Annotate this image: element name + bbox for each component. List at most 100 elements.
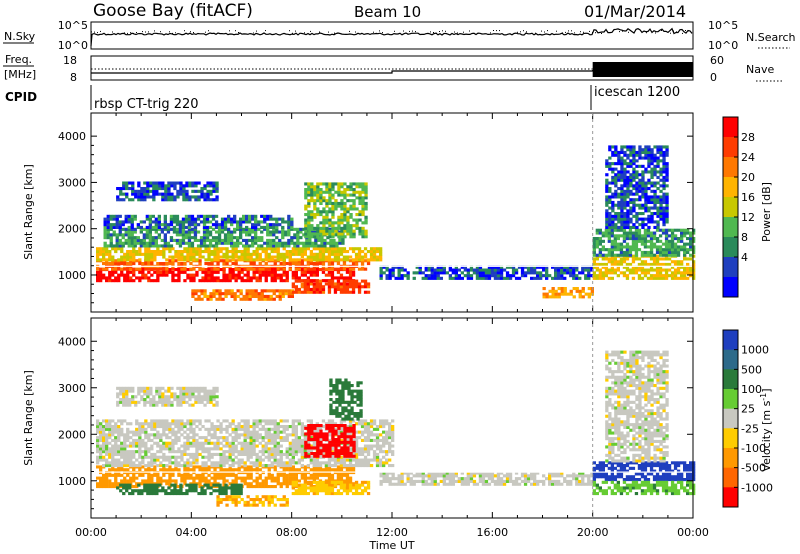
heatmap-cell (340, 193, 344, 197)
heatmap-cell (610, 234, 614, 238)
heatmap-cell (234, 473, 238, 477)
heatmap-cell (551, 287, 555, 291)
heatmap-cell (162, 452, 166, 456)
heatmap-cell (193, 227, 198, 231)
heatmap-cell (217, 236, 222, 240)
heatmap-cell (646, 250, 651, 254)
heatmap-cell (637, 257, 642, 261)
heatmap-cell (178, 220, 183, 224)
heatmap-cell (228, 425, 232, 429)
heatmap-cell (305, 238, 309, 242)
heatmap-cell (313, 232, 317, 236)
heatmap-cell (291, 262, 295, 266)
heatmap-cell (220, 238, 225, 242)
heatmap-cell (613, 245, 617, 249)
heatmap-cell (592, 276, 596, 280)
heatmap-cell (607, 253, 611, 257)
heatmap-cell (214, 241, 219, 245)
heatmap-cell (170, 483, 174, 487)
heatmap-cell (240, 479, 244, 483)
heatmap-cell (680, 237, 684, 241)
heatmap-cell (614, 148, 618, 152)
heatmap-cell (361, 201, 365, 205)
heatmap-cell (686, 242, 690, 246)
heatmap-cell (183, 441, 187, 445)
heatmap-cell (282, 255, 286, 259)
heatmap-cell (662, 192, 666, 196)
heatmap-cell (254, 289, 258, 293)
heatmap-cell (560, 268, 564, 272)
heatmap-cell (222, 438, 226, 442)
search-noise-dot (676, 31, 677, 33)
search-noise-dot (403, 30, 404, 32)
heatmap-cell (202, 214, 207, 218)
heatmap-cell (342, 282, 347, 286)
heatmap-cell (309, 250, 313, 254)
heatmap-cell (207, 465, 211, 469)
heatmap-cell (653, 159, 657, 163)
heatmap-cell (312, 468, 316, 472)
heatmap-cell (132, 476, 136, 480)
heatmap-cell (201, 279, 205, 283)
heatmap-cell (315, 247, 319, 251)
heatmap-cell (191, 184, 195, 188)
heatmap-cell (649, 276, 654, 280)
heatmap-cell (327, 468, 332, 472)
heatmap-cell (336, 468, 341, 472)
heatmap-cell (640, 250, 645, 254)
heatmap-cell (273, 436, 277, 440)
heatmap-cell (129, 464, 133, 468)
heatmap-cell (234, 267, 238, 271)
heatmap-cell (454, 271, 458, 275)
heatmap-cell (391, 268, 395, 272)
heatmap-cell (109, 227, 113, 231)
heatmap-cell (157, 236, 161, 240)
heatmap-cell (96, 476, 100, 480)
heatmap-cell (620, 175, 624, 179)
heatmap-cell (364, 235, 368, 239)
heatmap-cell (279, 482, 283, 486)
heatmap-cell (141, 273, 145, 277)
heatmap-cell (614, 184, 618, 188)
search-noise-dot (619, 31, 620, 33)
heatmap-cell (198, 247, 202, 251)
heatmap-cell (278, 297, 282, 301)
heatmap-cell (151, 214, 155, 218)
heatmap-cell (130, 223, 134, 227)
heatmap-cell (150, 273, 154, 277)
heatmap-cell (592, 262, 596, 266)
heatmap-cell (282, 482, 286, 486)
heatmap-cell (131, 189, 135, 193)
heatmap-cell (617, 214, 621, 218)
heatmap-cell (225, 273, 229, 277)
heatmap-cell (168, 268, 172, 272)
heatmap-cell (239, 489, 243, 493)
heatmap-cell (195, 433, 199, 437)
heatmap-cell (96, 450, 100, 454)
heatmap-cell (617, 195, 621, 199)
heatmap-cell (646, 234, 651, 238)
heatmap-cell (614, 162, 618, 166)
heatmap-cell (132, 247, 136, 251)
heatmap-cell (127, 230, 131, 234)
heatmap-cell (592, 260, 596, 264)
heatmap-cell (653, 203, 657, 207)
cpid-mode-1: rbsp CT-trig 220 (94, 97, 199, 112)
heatmap-cell (626, 209, 630, 213)
heatmap-cell (484, 274, 489, 278)
heatmap-cell (236, 289, 240, 293)
heatmap-cell (228, 450, 232, 454)
heatmap-cell (153, 461, 157, 465)
heatmap-cell (364, 182, 368, 186)
heatmap-cell (592, 245, 596, 249)
heatmap-cell (103, 241, 107, 245)
heatmap-cell (316, 210, 320, 214)
heatmap-cell (329, 244, 333, 248)
heatmap-cell (680, 262, 684, 266)
heatmap-cell (661, 257, 666, 261)
heatmap-cell (168, 458, 172, 462)
heatmap-cell (664, 250, 669, 254)
heatmap-cell (136, 241, 140, 245)
heatmap-cell (270, 473, 274, 477)
search-noise-dot (592, 32, 593, 33)
